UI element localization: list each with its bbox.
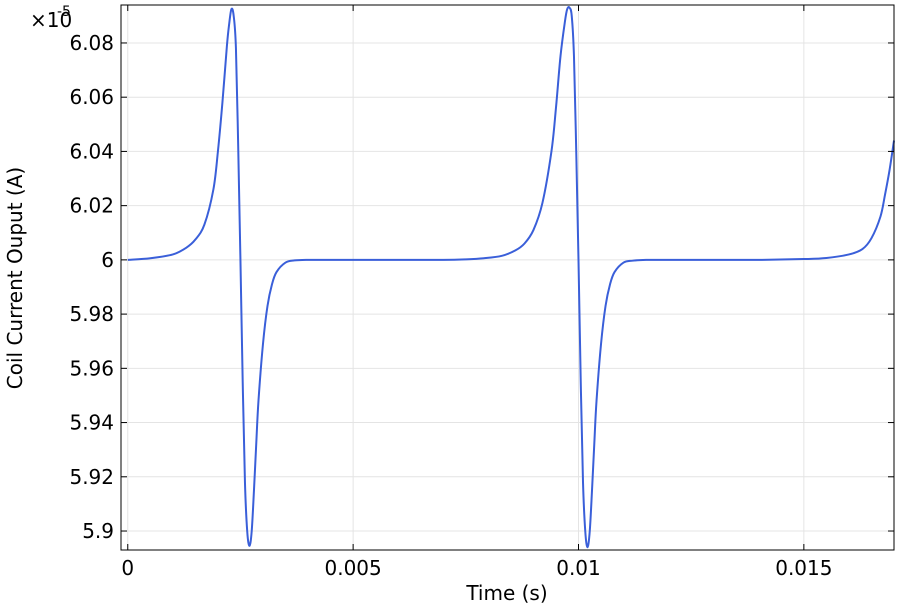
series-layer xyxy=(127,6,895,549)
ticks: 0 0.005 0.01 0.015 5.9 5.92 5.94 5.96 5.98 6 6.02 6… xyxy=(69,5,894,580)
x-tick-label: 0.01 xyxy=(556,556,601,580)
x-axis-title: Time (s) xyxy=(465,581,547,603)
plot-frame xyxy=(120,4,895,551)
y-tick-label: 6.02 xyxy=(69,194,114,218)
y-tick-label: 6.04 xyxy=(69,139,114,163)
x-tick-label: 0.015 xyxy=(775,556,832,580)
y-tick-label: 6.08 xyxy=(69,31,114,55)
x-tick-label: 0 xyxy=(121,556,134,580)
series-line xyxy=(127,6,895,549)
grid xyxy=(121,5,894,550)
y-tick-label: 5.9 xyxy=(82,519,114,543)
y-tick-label: 6.06 xyxy=(69,85,114,109)
y-tick-label: 5.94 xyxy=(69,411,114,435)
y-multiplier-exponent: -5 xyxy=(57,4,71,20)
y-tick-label: 6 xyxy=(101,248,114,272)
y-tick-label: 5.92 xyxy=(69,465,114,489)
y-multiplier-base: ×10 xyxy=(30,8,72,32)
y-tick-label: 5.98 xyxy=(69,302,114,326)
y-tick-label: 5.96 xyxy=(69,356,114,380)
y-axis-title: Coil Current Ouput (A) xyxy=(3,167,27,389)
x-tick-label: 0.005 xyxy=(324,556,381,580)
